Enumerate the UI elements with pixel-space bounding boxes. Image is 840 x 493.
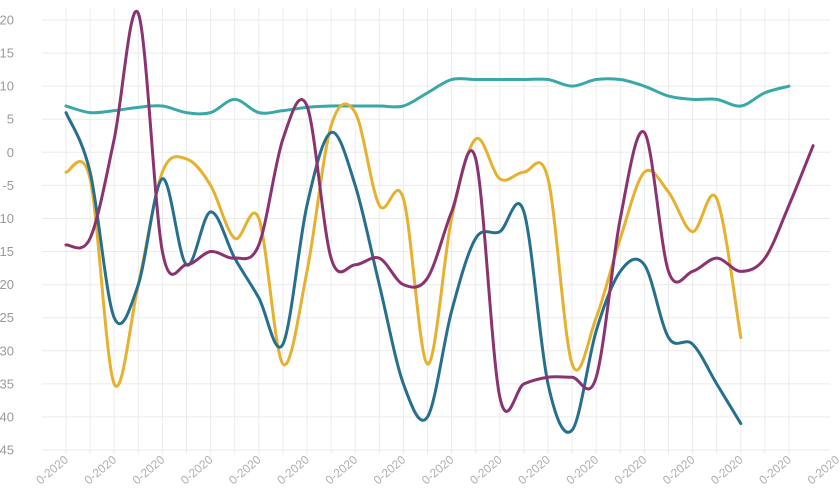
x-tick-label: 0-2020 <box>515 452 553 487</box>
x-tick-label: 0-2020 <box>660 452 698 487</box>
y-tick-label: -45 <box>0 443 14 458</box>
y-tick-label: -5 <box>2 178 14 193</box>
y-tick-label: -20 <box>0 277 14 292</box>
y-axis: 20 15 10 5 0 -5 -10 -15 -20 -25 -30 -35 -40 -45 <box>0 13 14 458</box>
series-line-4 <box>64 9 815 413</box>
x-tick-label: 0-2020 <box>467 452 505 487</box>
y-tick-label: -15 <box>0 244 14 259</box>
x-tick-label: 0-2020 <box>81 452 119 487</box>
x-tick-label: 0-2020 <box>178 452 216 487</box>
y-tick-label: 5 <box>7 112 14 127</box>
series-line-2 <box>64 102 743 388</box>
x-axis: 0-2020 0-2020 0-2020 0-2020 0-2020 0-2020 0-20… <box>33 452 840 487</box>
x-tick-label: 0-2020 <box>419 452 457 487</box>
x-tick-label: 0-2020 <box>226 452 264 487</box>
x-tick-label: 0-2020 <box>563 452 601 487</box>
series-line-3 <box>64 111 743 434</box>
grid <box>42 8 830 454</box>
y-tick-label: -30 <box>0 343 14 358</box>
x-tick-label: 0-2020 <box>130 452 168 487</box>
y-tick-label: 20 <box>0 13 14 28</box>
y-tick-label: -40 <box>0 409 14 424</box>
y-tick-label: 10 <box>0 79 14 94</box>
series-line-1 <box>64 77 791 116</box>
x-tick-label: 0-2020 <box>612 452 650 487</box>
y-tick-label: -25 <box>0 310 14 325</box>
x-tick-label: 0-2020 <box>371 452 409 487</box>
y-tick-label: 15 <box>0 46 14 61</box>
y-tick-label: -35 <box>0 376 14 391</box>
y-tick-label: 0 <box>7 145 14 160</box>
x-tick-label: 0-2020 <box>804 452 840 487</box>
series-group <box>64 9 815 434</box>
x-tick-label: 0-2020 <box>756 452 794 487</box>
y-tick-label: -10 <box>0 211 14 226</box>
x-tick-label: 0-2020 <box>708 452 746 487</box>
x-tick-label: 0-2020 <box>274 452 312 487</box>
x-tick-label: 0-2020 <box>33 452 71 487</box>
x-tick-label: 0-2020 <box>322 452 360 487</box>
